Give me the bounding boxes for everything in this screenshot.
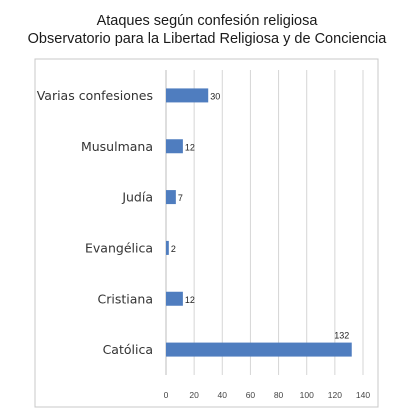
bar [166,88,209,103]
category-label: Musulmana [81,139,153,154]
x-tick-label: 100 [300,390,314,400]
x-tick-label: 40 [218,390,228,400]
x-tick-label: 60 [246,390,256,400]
bar [166,139,183,154]
x-tick-label: 0 [164,390,169,400]
chart-subtitle: Observatorio para la Libertad Religiosa … [27,31,387,47]
gridlines [165,70,364,375]
data-label: 132 [334,331,349,341]
bar [166,190,176,205]
x-tick-label: 20 [189,390,199,400]
category-label: Judía [121,190,153,205]
category-label: Varias confesiones [37,88,153,103]
data-label: 12 [185,295,195,305]
data-label: 30 [210,91,220,101]
category-label: Católica [103,342,153,357]
chart-title: Ataques según confesión religiosa [96,13,318,29]
data-label: 7 [178,193,183,203]
bars [166,88,352,357]
data-label: 12 [185,142,195,152]
x-tick-label: 140 [356,390,370,400]
x-tick-label: 80 [274,390,284,400]
data-label: 2 [171,244,176,254]
category-label: Evangélica [85,240,153,255]
bar [166,291,183,306]
labels: 0 20 40 60 80 100 120 140 Varias confesiones 30 Mu… [37,88,371,400]
bar [166,342,352,357]
x-tick-label: 120 [328,390,342,400]
category-label: Cristiana [98,291,153,306]
bar [166,240,169,255]
chart-frame [34,58,379,408]
